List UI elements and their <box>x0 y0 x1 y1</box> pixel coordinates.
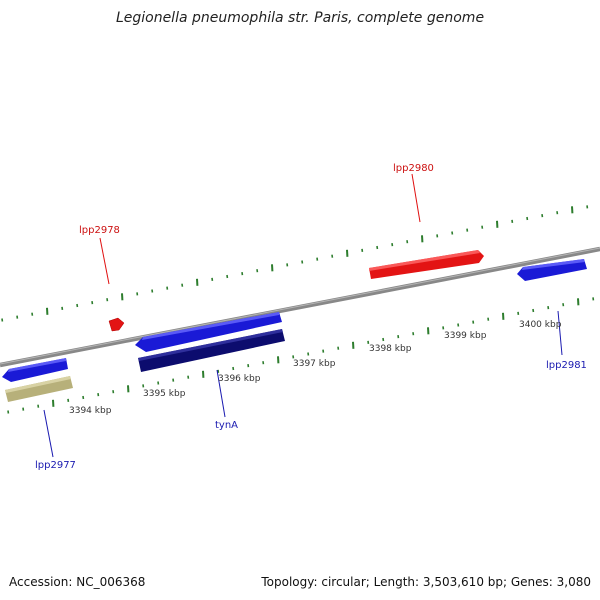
gene-lpp2981[interactable] <box>517 259 587 281</box>
scale-label-3398: 3398 kbp <box>369 344 412 354</box>
gene-lpp2977[interactable] <box>2 358 68 382</box>
leader-line-lpp2977 <box>43 409 54 458</box>
upper-tick-track <box>1 205 589 322</box>
gene-rna-lpp2977[interactable] <box>5 376 73 402</box>
genome-title: Legionella pneumophila str. Paris, compl… <box>115 10 485 26</box>
scale-label-3394: 3394 kbp <box>69 406 112 416</box>
gene-label-tynA[interactable]: tynA <box>215 420 238 431</box>
lower-tick-track <box>7 297 595 414</box>
accession-text: Accession: NC_006368 <box>9 575 146 589</box>
leader-line-tynA <box>216 369 226 418</box>
gene-label-lpp2981[interactable]: lpp2981 <box>546 360 587 371</box>
scale-label-3395: 3395 kbp <box>143 389 186 399</box>
gene-lpp2980[interactable] <box>369 250 484 279</box>
leader-line-lpp2980 <box>411 173 421 223</box>
scale-label-3397: 3397 kbp <box>293 359 336 369</box>
gene-label-lpp2980[interactable]: lpp2980 <box>393 163 434 174</box>
gene-small-red[interactable] <box>108 317 125 332</box>
gene-tynA[interactable] <box>138 329 285 372</box>
genome-backbone <box>0 246 600 368</box>
gene-blue-long[interactable] <box>135 312 282 352</box>
gene-label-lpp2977[interactable]: lpp2977 <box>35 460 76 471</box>
scale-label-3400: 3400 kbp <box>519 320 562 330</box>
gene-label-lpp2978[interactable]: lpp2978 <box>79 225 120 236</box>
leader-line-lpp2978 <box>99 237 110 285</box>
leader-line-lpp2981 <box>557 310 563 356</box>
genome-backbone-highlight <box>0 247 600 365</box>
genome-summary-text: Topology: circular; Length: 3,503,610 bp… <box>261 575 591 589</box>
scale-label-3399: 3399 kbp <box>444 331 487 341</box>
scale-label-3396: 3396 kbp <box>218 374 261 384</box>
